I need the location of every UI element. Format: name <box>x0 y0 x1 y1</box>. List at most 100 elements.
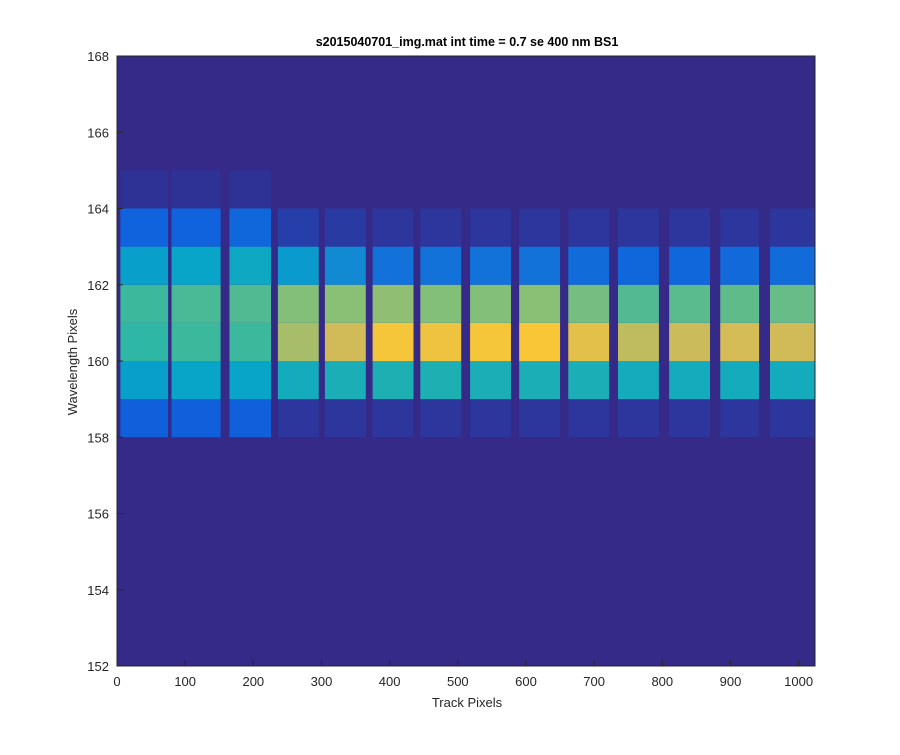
heatmap-cell-col7-row158 <box>420 399 462 438</box>
heatmap-cell-col14-row162 <box>770 246 815 285</box>
heatmap-cell-col9-row162 <box>519 246 561 285</box>
heatmap-cell-col8-row161 <box>470 284 511 323</box>
heatmap-cell-col7-row159 <box>420 361 462 400</box>
heatmap-cell-col1-row159 <box>120 361 169 400</box>
x-tick-label: 500 <box>447 674 469 689</box>
heatmap-cell-col8-row162 <box>470 246 511 285</box>
heatmap-cell-col14-row158 <box>770 399 815 438</box>
heatmap-cell-col1-row161 <box>120 284 169 323</box>
heatmap-cell-col13-row160 <box>720 322 760 361</box>
heatmap-cell-col9-row163 <box>519 208 561 247</box>
heatmap-cell-col5-row160 <box>324 322 366 361</box>
heatmap-cell-col3-row163 <box>229 208 272 247</box>
chart-title: s2015040701_img.mat int time = 0.7 se 40… <box>316 35 619 49</box>
y-tick-label: 158 <box>87 430 109 445</box>
heatmap-cell-col7-row160 <box>420 322 462 361</box>
heatmap-cell-col12-row158 <box>669 399 711 438</box>
heatmap-cell-col4-row159 <box>277 361 319 400</box>
heatmap-cell-col1-row163 <box>120 208 169 247</box>
heatmap-cell-col6-row159 <box>372 361 414 400</box>
heatmap-cell-col13-row159 <box>720 361 760 400</box>
x-tick-label: 700 <box>583 674 605 689</box>
heatmap-cell-col14-row159 <box>770 361 815 400</box>
y-tick-label: 160 <box>87 354 109 369</box>
heatmap-cell-col9-row159 <box>519 361 561 400</box>
heatmap-cell-col9-row158 <box>519 399 561 438</box>
y-axis-label: Wavelength Pixels <box>65 308 80 415</box>
heatmap-cell-col9-row160 <box>519 322 561 361</box>
heatmap-cell-col9-row161 <box>519 284 561 323</box>
heatmap-cell-col2-row158 <box>171 399 221 438</box>
heatmap-cell-col6-row163 <box>372 208 414 247</box>
y-tick-label: 154 <box>87 583 109 598</box>
heatmap-cell-col13-row161 <box>720 284 760 323</box>
heatmap-cell-col4-row158 <box>277 399 319 438</box>
x-tick-label: 0 <box>113 674 120 689</box>
heatmap-cell-col10-row158 <box>568 399 610 438</box>
heatmap-cell-col10-row163 <box>568 208 610 247</box>
heatmap-cell-col5-row161 <box>324 284 366 323</box>
heatmap-cell-col2-row160 <box>171 322 221 361</box>
heatmap-cell-col12-row161 <box>669 284 711 323</box>
x-tick-label: 900 <box>720 674 742 689</box>
x-tick-label: 100 <box>174 674 196 689</box>
heatmap-cell-col10-row161 <box>568 284 610 323</box>
x-tick-label: 1000 <box>784 674 813 689</box>
heatmap-cell-col5-row158 <box>324 399 366 438</box>
x-tick-label: 800 <box>651 674 673 689</box>
heatmap-cell-col2-row162 <box>171 246 221 285</box>
axes: 0 100 200 300 400 500 600 700 800 900 1000 152 154 15… <box>87 49 816 689</box>
heatmap-cell-col3-row159 <box>229 361 272 400</box>
heatmap-cell-col3-row161 <box>229 284 272 323</box>
heatmap-cell-col5-row163 <box>324 208 366 247</box>
y-tick-label: 164 <box>87 202 109 217</box>
heatmap-cell-col7-row161 <box>420 284 462 323</box>
heatmap-cell-col3-row158 <box>229 399 272 438</box>
heatmap-cell-col6-row162 <box>372 246 414 285</box>
heatmap-cell-col4-row162 <box>277 246 319 285</box>
heatmap-cell-col13-row158 <box>720 399 760 438</box>
y-tick-label: 162 <box>87 278 109 293</box>
heatmap-cell-col10-row160 <box>568 322 610 361</box>
heatmap-cell-col2-row159 <box>171 361 221 400</box>
heatmap-cell-col3-row160 <box>229 322 272 361</box>
heatmap-cell-col4-row161 <box>277 284 319 323</box>
heatmap-cell-col12-row163 <box>669 208 711 247</box>
heatmap-cell-col1-row158 <box>120 399 169 438</box>
heatmap-cell-col4-row160 <box>277 322 319 361</box>
heatmap-cell-col11-row161 <box>618 284 659 323</box>
heatmap-cell-col6-row158 <box>372 399 414 438</box>
heatmap-cell-col2-row163 <box>171 208 221 247</box>
heatmap-cell-col8-row163 <box>470 208 511 247</box>
heatmap-cell-col3-row162 <box>229 246 272 285</box>
heatmap-cell-col1-row162 <box>120 246 169 285</box>
heatmap-cell-col5-row159 <box>324 361 366 400</box>
x-tick-label: 200 <box>242 674 264 689</box>
x-tick-label: 400 <box>379 674 401 689</box>
y-tick-label: 156 <box>87 507 109 522</box>
heatmap-cell-col8-row159 <box>470 361 511 400</box>
heatmap-cell-col11-row160 <box>618 322 659 361</box>
heatmap-cell-col11-row158 <box>618 399 659 438</box>
heatmap-cell-col2-row161 <box>171 284 221 323</box>
heatmap-cell-col12-row159 <box>669 361 711 400</box>
heatmap-cell-col13-row163 <box>720 208 760 247</box>
heatmap-cell-col3-row164 <box>229 170 272 209</box>
heatmap-cell-col11-row163 <box>618 208 659 247</box>
heatmap-cell-col12-row162 <box>669 246 711 285</box>
heatmap-cell-col8-row158 <box>470 399 511 438</box>
heatmap-cell-col7-row162 <box>420 246 462 285</box>
heatmap-cell-col6-row160 <box>372 322 414 361</box>
y-tick-label: 168 <box>87 49 109 64</box>
heatmap-cell-col11-row159 <box>618 361 659 400</box>
x-tick-label: 300 <box>311 674 333 689</box>
x-axis-label: Track Pixels <box>432 695 503 710</box>
heatmap-cell-col14-row160 <box>770 322 815 361</box>
plot-background <box>117 56 815 666</box>
plot-area <box>117 56 815 666</box>
heatmap-cell-col7-row163 <box>420 208 462 247</box>
heatmap-cell-col5-row162 <box>324 246 366 285</box>
heatmap-cell-col2-row164 <box>171 170 221 209</box>
y-tick-label: 166 <box>87 125 109 140</box>
